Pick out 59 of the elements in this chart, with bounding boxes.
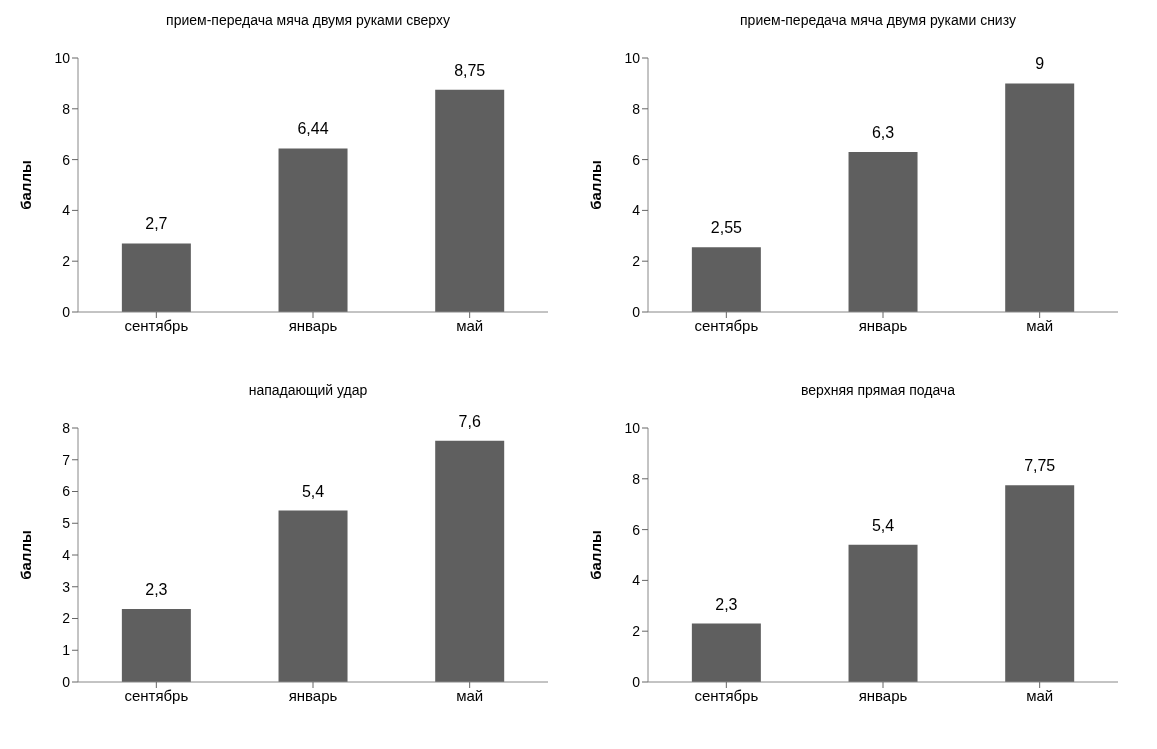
y-tick-label: 6 [62,151,71,168]
x-tick-label: январь [858,686,908,704]
y-tick-label: 4 [632,572,641,589]
chart-title: прием-передача мяча двумя руками сверху [165,11,451,30]
y-tick-label: 8 [62,419,71,436]
data-label: 2,3 [145,580,168,598]
x-tick-label: январь [288,316,338,334]
y-axis-title: баллы [17,160,35,210]
y-tick-label: 6 [62,483,71,500]
y-tick-label: 10 [624,419,641,436]
y-tick-label: 2 [62,610,71,627]
y-tick-label: 0 [632,673,641,690]
x-tick-label: сентябрь [124,316,189,334]
y-tick-label: 0 [62,673,71,690]
y-axis-title: баллы [587,530,605,580]
y-tick-label: 8 [632,470,641,487]
x-tick-label: сентябрь [694,316,759,334]
y-tick-label: 7 [62,451,71,468]
y-tick-label: 8 [632,100,641,117]
data-label: 9 [1035,55,1045,73]
chart-title: прием-передача мяча двумя руками снизу [739,11,1017,30]
y-tick-label: 4 [632,202,641,219]
y-tick-label: 4 [62,546,71,563]
y-tick-label: 2 [62,253,71,270]
y-tick-label: 3 [62,578,71,595]
x-tick-label: май [456,686,484,704]
data-label: 6,3 [871,123,895,141]
x-tick-label: сентябрь [694,686,759,704]
data-label: 7,75 [1024,457,1056,475]
y-tick-label: 8 [62,100,71,117]
x-tick-label: май [1026,316,1054,334]
data-label: 7,6 [458,412,481,430]
x-tick-label: май [456,316,484,334]
data-label: 2,7 [145,215,168,233]
y-tick-label: 6 [632,151,641,168]
data-label: 6,44 [297,120,329,138]
data-label: 8,75 [454,61,486,79]
x-tick-label: январь [288,686,338,704]
y-axis-title: баллы [587,160,605,210]
y-axis-title: баллы [17,530,35,580]
data-label: 5,4 [871,516,895,534]
y-tick-label: 10 [624,49,641,66]
x-tick-label: сентябрь [124,686,189,704]
y-tick-label: 2 [632,253,641,270]
x-tick-label: май [1026,686,1054,704]
data-label: 2,55 [710,219,743,237]
data-label: 2,3 [715,595,738,613]
chart-title: верхняя прямая подача [800,381,956,400]
y-tick-label: 0 [62,303,71,320]
y-tick-label: 4 [62,202,71,219]
y-tick-label: 1 [62,642,71,659]
chart-title: нападающий удар [247,381,369,400]
y-tick-label: 0 [632,303,641,320]
y-tick-label: 6 [632,521,641,538]
y-tick-label: 5 [62,515,71,532]
y-tick-label: 10 [54,49,71,66]
y-tick-label: 2 [632,623,641,640]
x-tick-label: январь [858,316,908,334]
data-label: 5,4 [301,482,325,500]
